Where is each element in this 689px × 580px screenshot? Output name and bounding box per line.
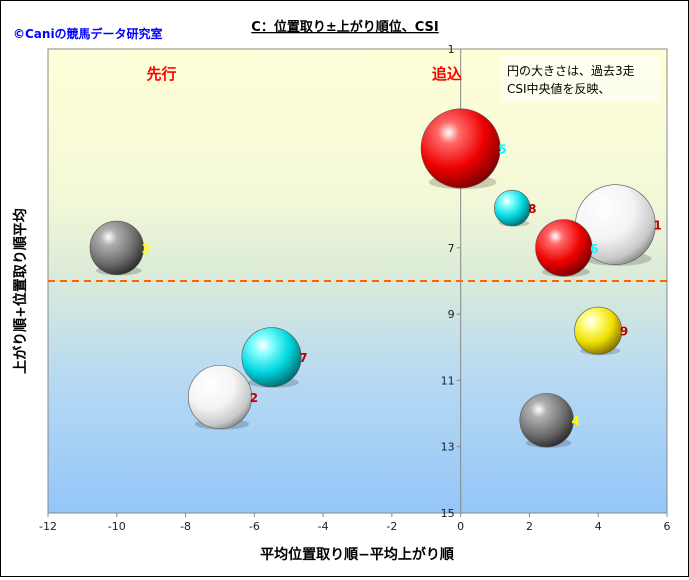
copyright-text: ©Caniの競馬データ研究室 xyxy=(13,26,163,41)
annotation-line-2: CSI中央値を反映、 xyxy=(507,81,611,96)
point-label-4: 4 xyxy=(571,414,579,428)
y-tick-label: 7 xyxy=(448,242,455,255)
point-label-9: 9 xyxy=(620,325,628,339)
annotation-line-1: 円の大きさは、過去3走 xyxy=(507,64,635,78)
point-9 xyxy=(574,306,623,355)
chart-title: C：位置取り±上がり順位、CSI xyxy=(251,19,438,35)
x-tick-label: -10 xyxy=(108,520,126,533)
point-3 xyxy=(89,220,144,275)
x-tick-label: 2 xyxy=(526,520,533,533)
y-axis-label: 上がり順+位置取り順平均 xyxy=(12,208,29,374)
point-label-7: 7 xyxy=(299,351,307,365)
annotation-box: 円の大きさは、過去3走 CSI中央値を反映、 xyxy=(501,56,659,102)
point-8 xyxy=(494,189,531,227)
x-tick-label: 0 xyxy=(457,520,464,533)
x-tick-label: -2 xyxy=(386,520,397,533)
point-label-5: 5 xyxy=(498,142,506,156)
y-tick-label: 15 xyxy=(441,507,455,520)
point-5 xyxy=(420,108,501,189)
x-tick-label: -8 xyxy=(180,520,191,533)
point-label-6: 6 xyxy=(590,242,598,256)
point-4 xyxy=(519,393,574,448)
region-label-left: 先行 xyxy=(146,65,176,83)
y-tick-label: 13 xyxy=(441,441,455,454)
point-label-2: 2 xyxy=(250,391,258,405)
y-tick-label: 1 xyxy=(448,43,455,56)
x-tick-label: 4 xyxy=(595,520,602,533)
point-label-8: 8 xyxy=(528,202,536,216)
x-tick-label: -6 xyxy=(249,520,260,533)
x-axis-label: 平均位置取り順−平均上がり順 xyxy=(260,546,455,563)
x-tick-label: -4 xyxy=(318,520,329,533)
point-6 xyxy=(535,219,593,277)
point-7 xyxy=(241,327,302,388)
x-axis: -12 -10 -8 -6 -4 -2 0 2 4 6 xyxy=(39,513,671,533)
scatter-points: 1 2 3 4 5 6 7 8 9 xyxy=(89,108,662,448)
plot-area xyxy=(47,48,668,514)
point-2 xyxy=(187,364,252,430)
x-tick-label: 6 xyxy=(664,520,671,533)
y-tick-label: 9 xyxy=(448,308,455,321)
region-label-right: 追込 xyxy=(432,65,462,83)
point-label-1: 1 xyxy=(653,219,661,233)
x-tick-label: -12 xyxy=(39,520,57,533)
point-label-3: 3 xyxy=(142,242,150,256)
y-tick-label: 11 xyxy=(441,374,455,387)
